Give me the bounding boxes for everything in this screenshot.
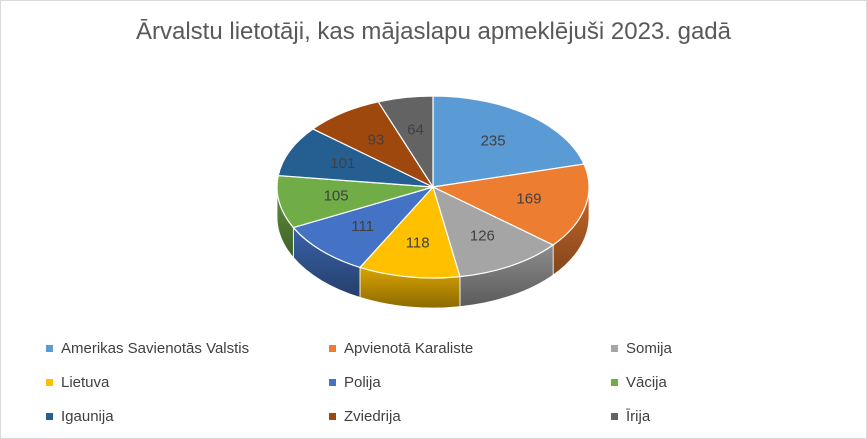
- legend-label: Somija: [626, 340, 672, 357]
- legend-item: Apvienotā Karaliste: [329, 340, 473, 357]
- data-label: 126: [470, 228, 495, 245]
- legend-item: Polija: [329, 374, 381, 391]
- pie-slice: [276, 174, 434, 229]
- legend-item: Amerikas Savienotās Valstis: [46, 340, 249, 357]
- legend-swatch: [329, 379, 336, 386]
- pie-slice: [432, 95, 585, 188]
- legend-label: Īrija: [626, 408, 651, 425]
- pie-slice: [377, 95, 434, 190]
- data-label: 235: [481, 133, 506, 150]
- data-label: 64: [407, 122, 424, 139]
- legend-label: Vācija: [626, 374, 667, 391]
- data-label: 169: [516, 190, 541, 207]
- data-label: 105: [324, 188, 349, 205]
- legend-label: Lietuva: [61, 374, 110, 391]
- legend-item: Lietuva: [46, 374, 109, 391]
- pie-slice: [358, 185, 461, 279]
- chart-title: Ārvalstu lietotāji, kas mājaslapu apmekl…: [136, 18, 731, 45]
- legend-label: Apvienotā Karaliste: [344, 340, 474, 357]
- data-label: 93: [368, 131, 385, 148]
- legend-item: Zviedrija: [329, 408, 401, 425]
- legend-item: Somija: [611, 340, 672, 357]
- legend-item: Igaunija: [46, 408, 114, 425]
- legend-item: Īrija: [611, 408, 650, 425]
- legend-swatch: [329, 345, 336, 352]
- data-label: 118: [406, 235, 430, 252]
- legend-swatch: [46, 379, 53, 386]
- legend-swatch: [46, 413, 53, 420]
- legend-swatch: [611, 379, 618, 386]
- legend-item: Vācija: [611, 374, 667, 391]
- pie-slice: [430, 163, 590, 246]
- pie-slice: [292, 185, 435, 269]
- legend-label: Polija: [344, 374, 381, 391]
- legend-label: Zviedrija: [344, 408, 401, 425]
- legend-swatch: [611, 413, 618, 420]
- legend-swatch: [329, 413, 336, 420]
- legend-swatch: [46, 345, 53, 352]
- legend-swatch: [611, 345, 618, 352]
- legend-label: Igaunija: [61, 408, 114, 425]
- pie-slice: [432, 185, 555, 278]
- data-label: 111: [351, 218, 374, 235]
- legend-label: Amerikas Savienotās Valstis: [61, 340, 250, 357]
- data-label: 101: [330, 155, 355, 172]
- pie-slice: [277, 128, 434, 188]
